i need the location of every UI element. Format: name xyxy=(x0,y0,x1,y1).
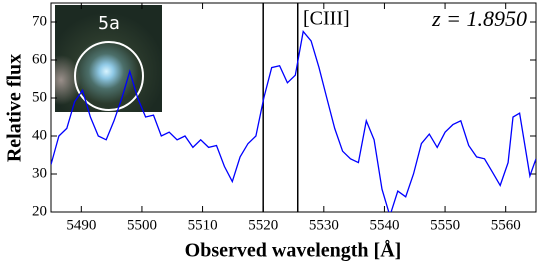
y-tick-label: 60 xyxy=(32,51,47,67)
x-tick-label: 5530 xyxy=(309,217,339,233)
x-tick-label: 5560 xyxy=(491,217,521,233)
y-tick-label: 40 xyxy=(32,127,47,143)
x-tick-label: 5510 xyxy=(188,217,218,233)
x-tick-label: 5500 xyxy=(127,217,157,233)
y-tick-label: 70 xyxy=(32,13,47,29)
inset-label: 5a xyxy=(98,13,120,34)
x-tick-label: 5550 xyxy=(430,217,460,233)
x-tick-label: 5520 xyxy=(248,217,278,233)
spectrum-line xyxy=(51,30,536,212)
annotation: z = 1.8950 xyxy=(431,6,527,31)
y-axis-label: Relative flux xyxy=(4,54,26,162)
annotation: [CIII] xyxy=(303,8,350,30)
y-tick-label: 50 xyxy=(32,89,47,105)
x-tick-label: 5540 xyxy=(369,217,399,233)
y-tick-label: 20 xyxy=(32,203,47,219)
inset-image: 5a xyxy=(55,5,162,112)
x-axis-label: Observed wavelength [Å] xyxy=(185,239,402,262)
plot-frame xyxy=(50,2,537,213)
y-tick-label: 30 xyxy=(32,165,47,181)
x-tick-label: 5490 xyxy=(66,217,96,233)
